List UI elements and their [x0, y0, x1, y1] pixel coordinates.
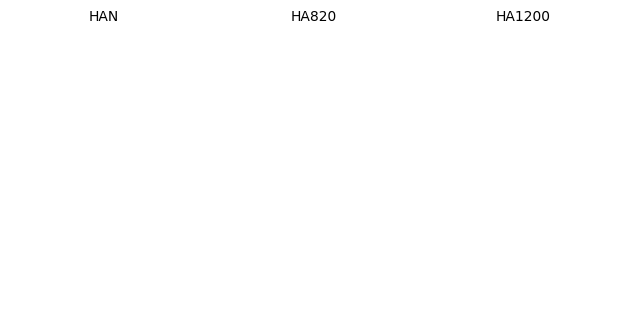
Text: HA820: HA820	[290, 10, 337, 24]
Text: HAN: HAN	[88, 10, 119, 24]
Text: HA1200: HA1200	[496, 10, 551, 24]
